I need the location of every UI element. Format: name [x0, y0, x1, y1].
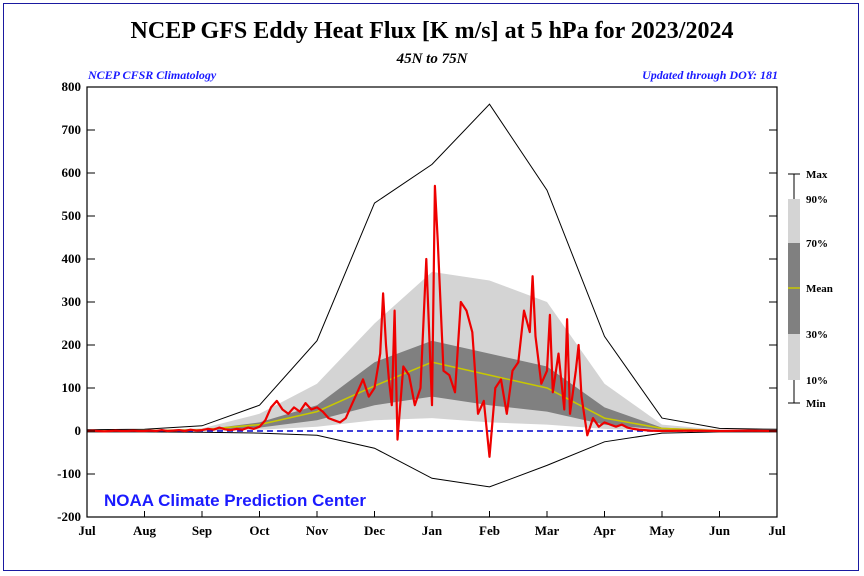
x-tick-label: Nov [306, 523, 329, 538]
y-tick-label: 300 [62, 294, 82, 309]
x-tick-label: Apr [593, 523, 616, 538]
x-tick-label: May [649, 523, 675, 538]
y-tick-label: 400 [62, 251, 82, 266]
x-tick-label: Oct [249, 523, 270, 538]
min-line [87, 431, 777, 488]
x-tick-label: Feb [479, 523, 500, 538]
legend-label: 90% [806, 194, 828, 206]
credit-label: NOAA Climate Prediction Center [104, 491, 366, 510]
y-tick-label: 600 [62, 165, 82, 180]
chart-legend: Max 90% 70% Mean 30% 10% Min [788, 169, 833, 410]
legend-label: 70% [806, 238, 828, 250]
x-tick-label: Jul [78, 523, 96, 538]
climatology-lines [86, 103, 778, 488]
y-tick-label: 800 [62, 79, 82, 94]
x-tick-label: Dec [364, 523, 385, 538]
y-tick-label: -200 [57, 509, 81, 524]
max-line [86, 103, 778, 431]
x-tick-label: Mar [535, 523, 560, 538]
climatology-label: NCEP CFSR Climatology [88, 68, 217, 82]
figure-frame [3, 3, 859, 571]
chart-title: NCEP GFS Eddy Heat Flux [K m/s] at 5 hPa… [130, 18, 734, 44]
y-tick-label: 500 [62, 208, 82, 223]
y-tick-label: 100 [62, 380, 82, 395]
y-tick-label: 200 [62, 337, 82, 352]
legend-label: 30% [806, 329, 828, 341]
legend-label: 10% [806, 375, 828, 387]
legend-label: Min [806, 398, 826, 410]
observed-line [86, 184, 778, 458]
chart-subtitle: 45N to 75N [396, 51, 468, 67]
x-tick-label: Sep [192, 523, 212, 538]
x-tick-label: Jan [422, 523, 443, 538]
x-tick-label: Jul [768, 523, 786, 538]
chart-axes: -200 -100 0 100 200 300 400 500 600 700 800 Jul Aug S… [57, 79, 786, 538]
x-tick-label: Aug [133, 523, 157, 538]
y-tick-label: 700 [62, 122, 82, 137]
legend-label: Mean [806, 283, 833, 295]
updated-label: Updated through DOY: 181 [642, 68, 778, 82]
y-tick-label: -100 [57, 466, 81, 481]
x-tick-label: Jun [709, 523, 731, 538]
y-tick-label: 0 [75, 423, 82, 438]
legend-label: Max [806, 169, 828, 181]
